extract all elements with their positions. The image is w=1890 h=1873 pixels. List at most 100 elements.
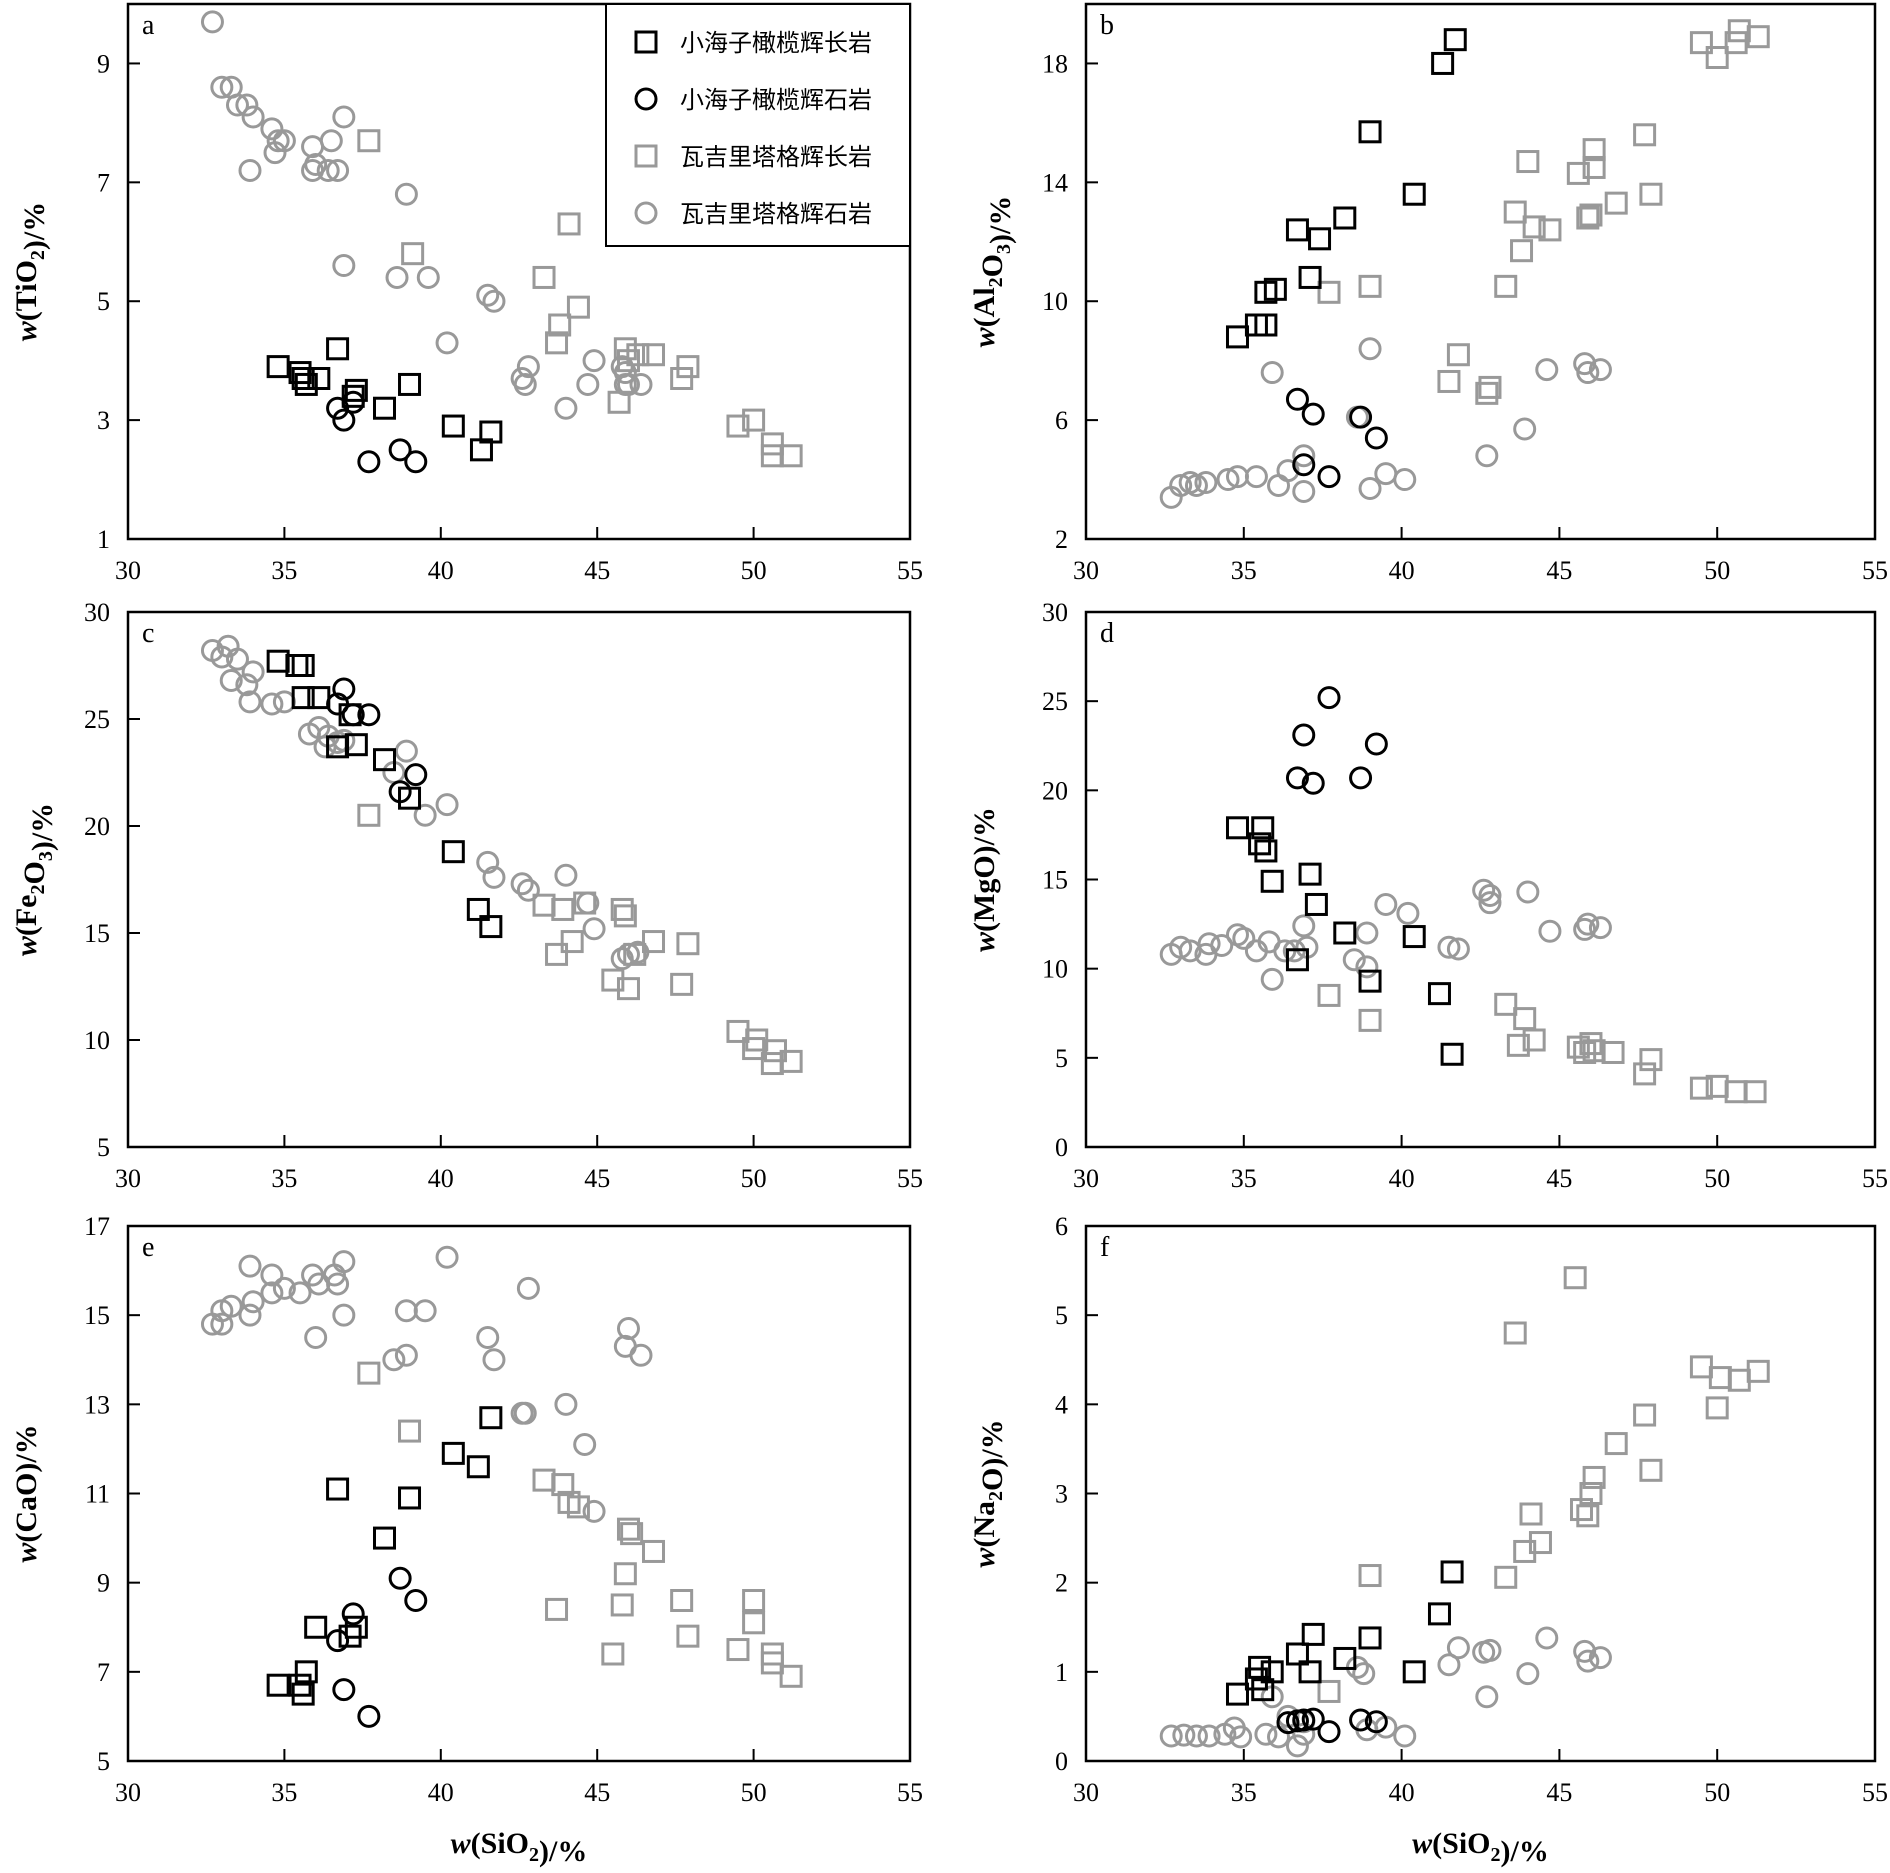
x-tick-label: 40 xyxy=(428,1164,454,1193)
data-point-circle xyxy=(388,780,412,804)
y-tick-label: 20 xyxy=(84,812,110,841)
legend-entry: 瓦吉里塔格辉长岩 xyxy=(634,144,872,171)
data-point-square xyxy=(1475,381,1499,405)
x-tick-label: 45 xyxy=(1546,1164,1572,1193)
data-point-square xyxy=(1260,869,1284,893)
x-tick-label: 45 xyxy=(1546,556,1572,585)
y-tick-label: 11 xyxy=(85,1480,110,1509)
data-point-circle xyxy=(1285,1734,1309,1758)
data-point-circle xyxy=(616,1317,640,1341)
y-tick-label: 10 xyxy=(1042,955,1068,984)
x-tick-label: 30 xyxy=(1073,1778,1099,1807)
data-point-square xyxy=(616,1517,640,1541)
data-point-circle xyxy=(1216,468,1240,492)
data-point-square xyxy=(1317,1679,1341,1703)
data-point-square xyxy=(1478,375,1502,399)
series-wjl_gabbro xyxy=(357,1361,803,1688)
x-tick-label: 35 xyxy=(271,556,297,585)
data-point-circle xyxy=(1364,1710,1388,1734)
data-point-square xyxy=(532,893,556,917)
data-point-circle xyxy=(1446,1636,1470,1660)
data-point-circle xyxy=(210,75,234,99)
data-point-square xyxy=(291,654,315,677)
data-point-square xyxy=(1724,31,1748,55)
data-point-square xyxy=(1317,983,1341,1007)
x-tick-label: 30 xyxy=(115,1778,141,1807)
plot-frame xyxy=(126,2,912,541)
data-point-circle xyxy=(1292,444,1316,468)
data-point-circle xyxy=(1232,926,1256,950)
y-tick-label: 18 xyxy=(1042,49,1068,78)
data-point-square xyxy=(441,414,465,438)
data-point-circle xyxy=(573,1432,597,1456)
data-point-circle xyxy=(341,703,365,727)
y-tick-label: 0 xyxy=(1055,1747,1068,1776)
data-point-square xyxy=(1639,1048,1663,1072)
data-point-circle xyxy=(332,105,356,129)
data-point-square xyxy=(1358,274,1382,298)
panel-letter: b xyxy=(1100,10,1114,41)
data-point-square xyxy=(344,1615,368,1639)
data-point-square xyxy=(1633,1403,1657,1427)
data-point-square xyxy=(642,1539,666,1563)
data-point-square xyxy=(357,803,381,827)
data-point-square xyxy=(357,1361,381,1385)
data-point-circle xyxy=(1301,1707,1325,1731)
y-axis-title: w(Na2O)/% xyxy=(968,1419,1009,1567)
data-point-square xyxy=(1705,1396,1729,1420)
data-point-square xyxy=(1225,1682,1249,1706)
data-point-square xyxy=(566,1495,590,1519)
data-point-circle xyxy=(413,803,437,827)
series-wjl_pyroxenite xyxy=(1159,337,1612,509)
data-point-circle xyxy=(582,917,606,941)
y-tick-label: 20 xyxy=(1042,776,1068,805)
data-point-square xyxy=(1251,816,1275,840)
y-axis-title: w(Fe2O3)/% xyxy=(10,803,59,956)
data-point-square xyxy=(1494,992,1518,1016)
data-point-circle xyxy=(513,372,537,396)
data-point-circle xyxy=(341,390,365,414)
data-point-square xyxy=(1254,313,1278,337)
panel-letter: c xyxy=(142,618,154,649)
data-point-square xyxy=(441,1441,465,1465)
series-wjl_gabbro xyxy=(1317,983,1767,1104)
data-point-square xyxy=(626,343,650,367)
y-tick-label: 1 xyxy=(1055,1658,1068,1687)
data-point-circle xyxy=(1588,916,1612,940)
data-point-circle xyxy=(1374,892,1398,916)
panel-letter: a xyxy=(142,10,155,41)
data-point-circle xyxy=(510,872,534,896)
data-point-circle xyxy=(260,692,284,716)
data-point-circle xyxy=(1292,479,1316,503)
y-axis-title: w(Al2O3)/% xyxy=(968,196,1017,348)
data-point-square xyxy=(1743,1080,1767,1104)
x-axis-title: w(SiO2)/% xyxy=(1412,1827,1549,1868)
data-point-square xyxy=(545,331,569,355)
data-point-circle xyxy=(1210,933,1234,957)
data-point-circle xyxy=(326,158,350,182)
data-point-circle xyxy=(266,129,290,153)
x-tick-label: 50 xyxy=(741,556,767,585)
data-point-square xyxy=(1705,46,1729,69)
data-point-square xyxy=(607,390,631,414)
data-point-square xyxy=(266,1673,290,1697)
series-xhz_gabbro xyxy=(1225,816,1464,1066)
y-tick-label: 10 xyxy=(1042,287,1068,316)
data-point-square xyxy=(623,942,647,966)
y-tick-label: 17 xyxy=(84,1212,110,1241)
data-point-circle xyxy=(1260,361,1284,385)
data-point-circle xyxy=(332,254,356,278)
data-point-circle xyxy=(332,677,356,701)
data-point-circle xyxy=(516,1276,540,1300)
data-point-square xyxy=(1506,1033,1530,1057)
data-point-square xyxy=(670,367,694,390)
data-point-circle xyxy=(1267,474,1291,497)
data-point-circle xyxy=(235,93,259,117)
data-point-circle xyxy=(1169,474,1193,497)
y-tick-label: 30 xyxy=(84,598,110,627)
data-point-circle xyxy=(1374,462,1398,486)
data-point-circle xyxy=(200,10,224,34)
data-point-circle xyxy=(629,1343,653,1367)
data-point-circle xyxy=(582,349,606,373)
data-point-square xyxy=(479,1406,503,1430)
